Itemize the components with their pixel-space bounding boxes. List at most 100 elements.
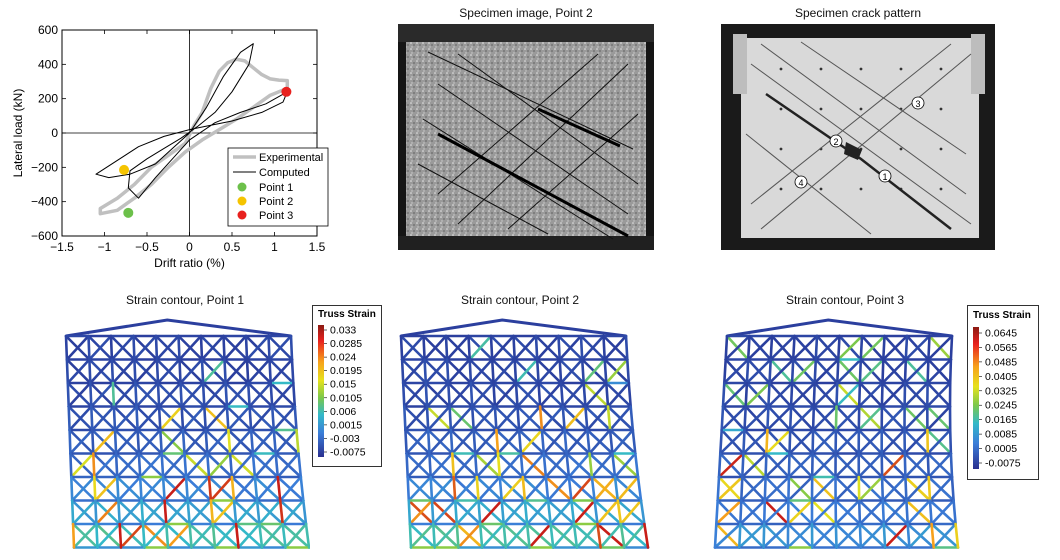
- truss-vertical: [406, 475, 411, 502]
- truss-vertical: [473, 452, 479, 479]
- truss-diagonal: [433, 522, 459, 549]
- truss-diagonal: [274, 428, 298, 455]
- truss-diagonal: [278, 475, 303, 502]
- strain-contour-point1: [64, 318, 310, 549]
- truss-vertical: [159, 428, 163, 455]
- truss-diagonal: [814, 334, 841, 361]
- truss-vertical: [928, 499, 933, 526]
- truss-diagonal: [765, 428, 792, 455]
- truss-diagonal: [190, 522, 215, 549]
- truss-diagonal: [90, 405, 116, 432]
- truss-diagonal: [903, 358, 930, 385]
- colorbar-tick-label: -0.003: [330, 433, 360, 445]
- truss-diagonal: [92, 452, 118, 479]
- truss-vertical: [424, 381, 429, 408]
- truss-diagonal: [452, 452, 477, 479]
- main-crack: [437, 132, 629, 238]
- truss-vertical: [603, 358, 608, 385]
- truss-diagonal: [927, 334, 954, 361]
- colorbar-tick-label: 0.0015: [330, 419, 362, 431]
- truss-vertical: [472, 428, 477, 455]
- truss-vertical: [721, 381, 726, 408]
- truss-vertical: [582, 381, 587, 408]
- truss-diagonal: [546, 475, 571, 502]
- truss-diagonal: [89, 381, 115, 408]
- truss-diagonal: [880, 381, 907, 408]
- colorbar-title: Truss Strain: [973, 310, 1031, 321]
- truss-diagonal: [473, 428, 498, 455]
- truss-vertical: [206, 452, 211, 479]
- truss-diagonal: [836, 358, 863, 385]
- truss-vertical: [538, 405, 544, 432]
- truss-vertical: [857, 381, 862, 408]
- truss-vertical: [249, 428, 255, 455]
- truss-vertical: [765, 428, 769, 455]
- truss-vertical: [478, 522, 484, 549]
- truss-vertical: [92, 475, 97, 502]
- truss-diagonal: [834, 499, 861, 526]
- truss-vertical: [154, 334, 159, 361]
- truss-diagonal: [93, 475, 119, 502]
- x-tick-label: −0.5: [135, 240, 159, 254]
- truss-vertical: [112, 405, 117, 432]
- truss-vertical: [258, 522, 264, 549]
- truss-vertical: [489, 334, 494, 361]
- truss-diagonal: [178, 334, 203, 361]
- truss-diagonal: [559, 358, 584, 385]
- truss-diagonal: [880, 428, 906, 455]
- truss-diagonal: [715, 499, 743, 526]
- truss-vertical: [616, 499, 623, 526]
- truss-vertical: [93, 499, 98, 526]
- top-truss-ridge: [726, 318, 953, 338]
- truss-vertical: [232, 499, 238, 526]
- truss-vertical: [949, 452, 954, 479]
- truss-diagonal: [880, 405, 906, 432]
- truss-vertical: [136, 428, 141, 455]
- truss-diagonal: [409, 522, 435, 549]
- truss-vertical: [858, 358, 863, 385]
- truss-vertical: [201, 381, 206, 408]
- truss-diagonal: [608, 405, 632, 432]
- truss-vertical: [68, 428, 72, 455]
- truss-vertical: [204, 428, 209, 455]
- truss-vertical: [567, 475, 573, 502]
- truss-vertical: [534, 334, 539, 361]
- truss-diagonal: [272, 405, 297, 432]
- truss-diagonal: [96, 522, 122, 549]
- truss-diagonal: [403, 381, 428, 408]
- truss-diagonal: [404, 405, 429, 432]
- truss-diagonal: [908, 522, 933, 549]
- truss-diagonal: [859, 334, 886, 361]
- truss-vertical: [926, 452, 930, 479]
- truss-diagonal: [619, 499, 643, 526]
- truss-vertical: [787, 475, 791, 502]
- truss-diagonal: [812, 381, 839, 408]
- truss-vertical: [882, 522, 887, 549]
- truss-vertical: [590, 475, 596, 502]
- truss-diagonal: [184, 452, 209, 479]
- truss-diagonal: [810, 499, 837, 526]
- truss-vertical: [253, 475, 259, 502]
- truss-diagonal: [834, 428, 861, 455]
- truss-diagonal: [65, 334, 90, 361]
- truss-diagonal: [234, 499, 259, 526]
- truss-vertical: [927, 334, 931, 361]
- contour1-title: Strain contour, Point 1: [125, 293, 245, 307]
- truss-diagonal: [514, 358, 539, 385]
- colorbar-gradient: [973, 327, 979, 469]
- truss-vertical: [400, 358, 405, 385]
- truss-diagonal: [720, 405, 748, 432]
- truss-diagonal: [903, 428, 929, 455]
- truss-vertical: [764, 452, 768, 479]
- truss-diagonal: [71, 499, 97, 526]
- truss-diagonal: [237, 522, 261, 549]
- truss-diagonal: [188, 499, 213, 526]
- truss-diagonal: [495, 405, 519, 432]
- truss-diagonal: [834, 405, 861, 432]
- truss-diagonal: [790, 358, 818, 385]
- truss-diagonal: [593, 475, 617, 502]
- colorbar-tick-label: 0.0485: [985, 356, 1017, 368]
- truss-diagonal: [449, 405, 474, 432]
- truss-vertical: [209, 499, 215, 526]
